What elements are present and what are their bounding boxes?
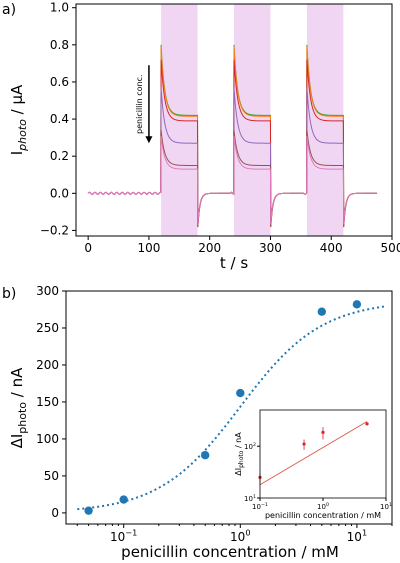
chart-a-ytick-label: 0.6 [50, 75, 69, 89]
inset-ylabel: ΔIphoto / nA [234, 432, 245, 476]
chart-b-xtick-label: 10−1 [110, 528, 137, 544]
series-line-6 [87, 135, 378, 224]
chart-a-xtick-label: 500 [381, 241, 400, 255]
inset-ytick-label: 101 [244, 494, 256, 503]
chart-b-ylabel: ΔIphoto / nA [8, 367, 29, 449]
inset-data-point [321, 430, 325, 434]
chart-a-xtick-label: 400 [320, 241, 343, 255]
data-point [84, 506, 93, 515]
chart-a-ytick-label: 0.2 [50, 149, 69, 163]
inset-chart: 10−1 100 101 101 102 penicillin concentrati… [234, 409, 392, 520]
chart-a-xlabel: t / s [220, 254, 248, 272]
data-point [317, 307, 326, 316]
illumination-window-3 [306, 4, 344, 236]
panel-b-label: b) [2, 286, 16, 302]
chart-a-ytick-label: −0.2 [40, 223, 69, 237]
chart-a-ytick-label: 0.4 [50, 112, 69, 126]
inset-xtick-label: 10−1 [252, 502, 268, 511]
inset-ytick-label: 102 [244, 442, 256, 451]
chart-b-ytick-label: 300 [36, 284, 59, 298]
chart-b-ytick-label: 250 [36, 321, 59, 335]
illumination-window-2 [234, 4, 271, 236]
chart-a-xtick-label: 300 [259, 241, 282, 255]
chart-b-xtick-label: 100 [230, 528, 250, 544]
annotation-arrow-head [145, 136, 153, 144]
inset-xtick-label: 100 [317, 502, 329, 511]
annotation-text: penicillin conc. [135, 74, 144, 134]
chart-a: 0 100 200 300 400 500 −0.20.00.20.40.60.81.0 … [8, 1, 400, 272]
chart-b-ytick-label: 50 [44, 469, 59, 483]
chart-a-ytick-label: 1.0 [50, 1, 69, 15]
chart-b-xlabel: penicillin concentration / mM [121, 543, 339, 561]
fit-curve [77, 305, 386, 511]
data-point [119, 495, 128, 504]
data-point [236, 388, 245, 398]
data-point [200, 451, 210, 460]
chart-a-frame [75, 3, 393, 237]
chart-b: 10−1 100 101 0 50 100 150 200 250 300 penicillin… [8, 284, 393, 561]
inset-background [260, 410, 386, 498]
chart-a-xtick-label: 200 [198, 241, 221, 255]
inset-fit-line [259, 421, 368, 486]
chart-a-xtick-label: 100 [137, 241, 160, 255]
inset-xlabel: penicillin concentration / mM [265, 511, 381, 520]
chart-a-xtick-label: 0 [84, 241, 92, 255]
inset-xtick-label: 101 [380, 502, 392, 511]
illumination-window-1 [161, 4, 198, 236]
chart-b-ytick-label: 100 [36, 432, 59, 446]
chart-b-ytick-label: 200 [36, 358, 59, 372]
panel-a-label: a) [2, 2, 16, 18]
chart-a-ytick-label: 0.8 [50, 38, 69, 52]
inset-data-point [302, 442, 306, 446]
inset-data-point [365, 422, 369, 426]
chart-b-ytick-label: 0 [51, 506, 59, 520]
data-point [352, 300, 362, 309]
chart-a-ylabel: Iphoto / µA [8, 84, 29, 155]
chart-a-ytick-label: 0.0 [50, 186, 69, 200]
chart-b-ytick-label: 150 [36, 395, 59, 409]
chart-b-xtick-label: 101 [347, 528, 367, 544]
